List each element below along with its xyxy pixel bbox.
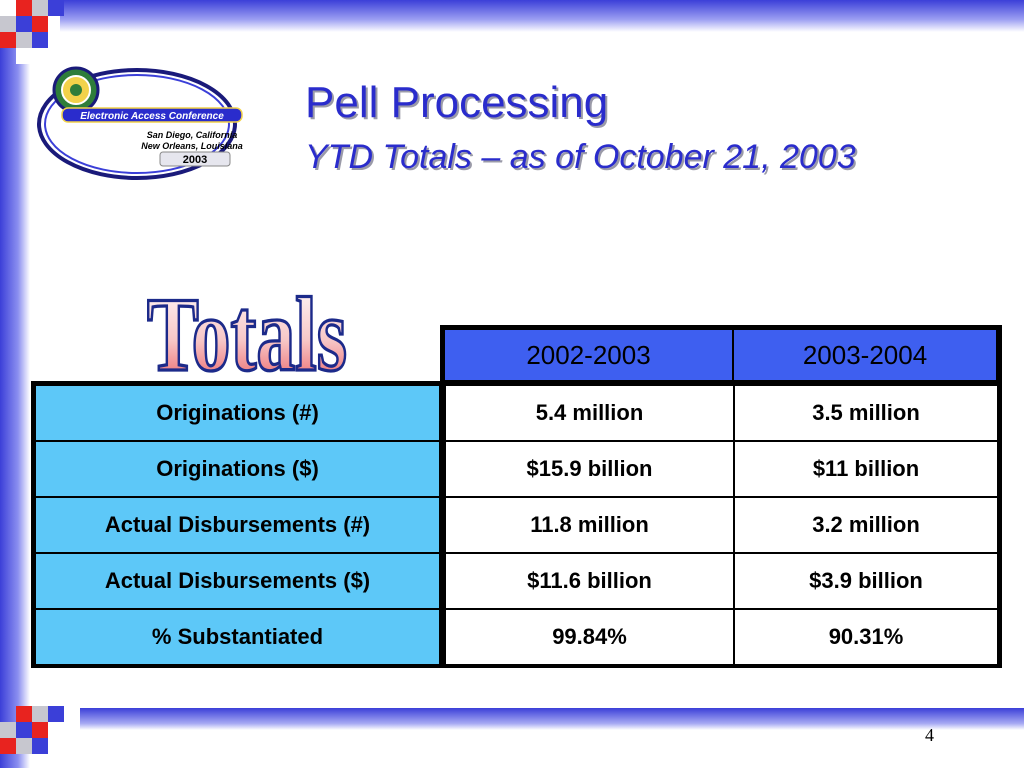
- cell-2002-2003: $11.6 billion: [446, 554, 733, 608]
- bottom-gradient-bar: [80, 708, 1024, 730]
- table-header: 2002-2003 2003-2004: [440, 325, 1002, 383]
- checker-decoration-bottom: [0, 706, 64, 770]
- conference-logo: Electronic Access Conference San Diego, …: [37, 66, 243, 180]
- table-row: Actual Disbursements (#) 11.8 million 3.…: [36, 498, 997, 552]
- left-gradient-bar: [0, 0, 30, 768]
- column-header-2002-2003: 2002-2003: [445, 330, 732, 380]
- logo-banner-text: Electronic Access Conference: [80, 111, 224, 122]
- column-header-2003-2004: 2003-2004: [734, 330, 996, 380]
- cell-2003-2004: $3.9 billion: [735, 554, 997, 608]
- row-label: Actual Disbursements (#): [36, 498, 439, 552]
- row-label: Originations ($): [36, 442, 439, 496]
- slide-title: Pell Processing: [305, 78, 609, 127]
- slide-subtitle: YTD Totals – as of October 21, 2003: [305, 138, 856, 176]
- row-label: Actual Disbursements ($): [36, 554, 439, 608]
- cell-2003-2004: $11 billion: [735, 442, 997, 496]
- logo-line2: New Orleans, Louisiana: [141, 141, 243, 151]
- cell-2002-2003: $15.9 billion: [446, 442, 733, 496]
- totals-wordart-text: Totals: [147, 276, 347, 387]
- logo-line1: San Diego, California: [147, 130, 238, 140]
- checker-decoration-top: [0, 0, 64, 64]
- cell-2002-2003: 99.84%: [446, 610, 733, 664]
- cell-2003-2004: 3.5 million: [735, 386, 997, 440]
- totals-wordart: Totals: [145, 274, 348, 387]
- cell-2003-2004: 90.31%: [735, 610, 997, 664]
- totals-table: Originations (#) 5.4 million 3.5 million…: [31, 381, 1002, 668]
- row-label: Originations (#): [36, 386, 439, 440]
- table-row: Originations (#) 5.4 million 3.5 million: [36, 386, 997, 440]
- cell-2003-2004: 3.2 million: [735, 498, 997, 552]
- table-row: Originations ($) $15.9 billion $11 billi…: [36, 442, 997, 496]
- top-gradient-bar: [60, 0, 1024, 32]
- table-row: % Substantiated 99.84% 90.31%: [36, 610, 997, 664]
- logo-year: 2003: [183, 154, 207, 166]
- page-number: 4: [925, 725, 934, 745]
- cell-2002-2003: 11.8 million: [446, 498, 733, 552]
- cell-2002-2003: 5.4 million: [446, 386, 733, 440]
- table-row: Actual Disbursements ($) $11.6 billion $…: [36, 554, 997, 608]
- row-label: % Substantiated: [36, 610, 439, 664]
